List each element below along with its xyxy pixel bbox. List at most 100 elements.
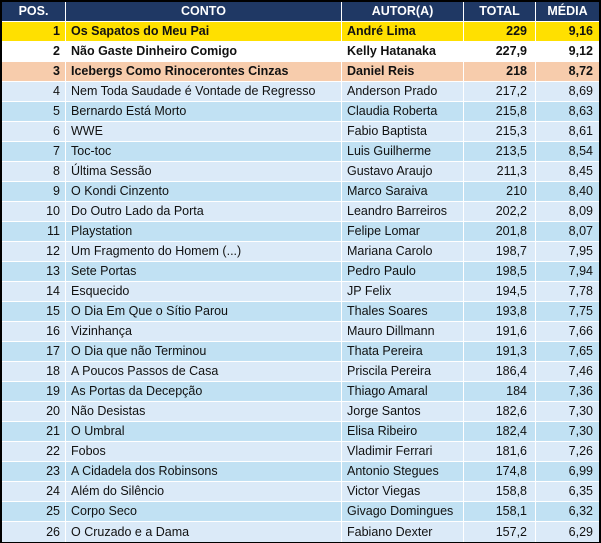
cell-autor: Kelly Hatanaka <box>342 42 464 62</box>
cell-conto: O Kondi Cinzento <box>66 182 342 202</box>
cell-media: 8,69 <box>536 82 599 102</box>
cell-autor: Daniel Reis <box>342 62 464 82</box>
cell-pos: 7 <box>2 142 66 162</box>
cell-total: 181,6 <box>464 442 536 462</box>
cell-media: 8,45 <box>536 162 599 182</box>
cell-media: 8,63 <box>536 102 599 122</box>
cell-total: 211,3 <box>464 162 536 182</box>
cell-conto: Não Gaste Dinheiro Comigo <box>66 42 342 62</box>
cell-media: 8,54 <box>536 142 599 162</box>
column-header-conto: CONTO <box>66 2 342 22</box>
cell-pos: 15 <box>2 302 66 322</box>
cell-total: 174,8 <box>464 462 536 482</box>
cell-pos: 18 <box>2 362 66 382</box>
table-row: 11 Playstation Felipe Lomar 201,8 8,07 <box>2 222 599 242</box>
cell-total: 215,8 <box>464 102 536 122</box>
cell-total: 217,2 <box>464 82 536 102</box>
cell-pos: 22 <box>2 442 66 462</box>
cell-conto: Esquecido <box>66 282 342 302</box>
table-row: 22 Fobos Vladimir Ferrari 181,6 7,26 <box>2 442 599 462</box>
cell-pos: 11 <box>2 222 66 242</box>
cell-media: 9,16 <box>536 22 599 42</box>
cell-conto: Os Sapatos do Meu Pai <box>66 22 342 42</box>
cell-total: 191,6 <box>464 322 536 342</box>
cell-conto: As Portas da Decepção <box>66 382 342 402</box>
cell-media: 7,36 <box>536 382 599 402</box>
cell-total: 158,1 <box>464 502 536 522</box>
cell-autor: André Lima <box>342 22 464 42</box>
cell-conto: O Cruzado e a Dama <box>66 522 342 542</box>
cell-total: 193,8 <box>464 302 536 322</box>
cell-conto: Do Outro Lado da Porta <box>66 202 342 222</box>
cell-autor: Mauro Dillmann <box>342 322 464 342</box>
table-row: 7 Toc-toc Luis Guilherme 213,5 8,54 <box>2 142 599 162</box>
cell-autor: Antonio Stegues <box>342 462 464 482</box>
column-header-total: TOTAL <box>464 2 536 22</box>
cell-total: 227,9 <box>464 42 536 62</box>
column-header-pos: POS. <box>2 2 66 22</box>
cell-conto: O Umbral <box>66 422 342 442</box>
cell-media: 6,35 <box>536 482 599 502</box>
cell-pos: 13 <box>2 262 66 282</box>
cell-conto: Nem Toda Saudade é Vontade de Regresso <box>66 82 342 102</box>
cell-media: 7,65 <box>536 342 599 362</box>
cell-media: 8,07 <box>536 222 599 242</box>
cell-autor: Vladimir Ferrari <box>342 442 464 462</box>
cell-autor: Thales Soares <box>342 302 464 322</box>
table-row: 16 Vizinhança Mauro Dillmann 191,6 7,66 <box>2 322 599 342</box>
table-row: 6 WWE Fabio Baptista 215,3 8,61 <box>2 122 599 142</box>
cell-autor: Thata Pereira <box>342 342 464 362</box>
cell-media: 7,30 <box>536 422 599 442</box>
cell-media: 7,66 <box>536 322 599 342</box>
cell-autor: Gustavo Araujo <box>342 162 464 182</box>
cell-media: 7,30 <box>536 402 599 422</box>
cell-autor: Marco Saraiva <box>342 182 464 202</box>
cell-total: 215,3 <box>464 122 536 142</box>
cell-pos: 26 <box>2 522 66 542</box>
table-row: 1 Os Sapatos do Meu Pai André Lima 229 9,16 <box>2 22 599 42</box>
cell-media: 7,78 <box>536 282 599 302</box>
cell-autor: Pedro Paulo <box>342 262 464 282</box>
cell-total: 198,7 <box>464 242 536 262</box>
cell-total: 191,3 <box>464 342 536 362</box>
cell-total: 194,5 <box>464 282 536 302</box>
cell-conto: Não Desistas <box>66 402 342 422</box>
cell-autor: Jorge Santos <box>342 402 464 422</box>
cell-pos: 10 <box>2 202 66 222</box>
cell-pos: 5 <box>2 102 66 122</box>
cell-media: 8,72 <box>536 62 599 82</box>
table-row: 17 O Dia que não Terminou Thata Pereira 191… <box>2 342 599 362</box>
cell-pos: 12 <box>2 242 66 262</box>
cell-autor: Claudia Roberta <box>342 102 464 122</box>
table-row: 23 A Cidadela dos Robinsons Antonio Stegue… <box>2 462 599 482</box>
cell-total: 186,4 <box>464 362 536 382</box>
cell-media: 7,94 <box>536 262 599 282</box>
cell-media: 8,09 <box>536 202 599 222</box>
cell-autor: Priscila Pereira <box>342 362 464 382</box>
cell-total: 229 <box>464 22 536 42</box>
cell-total: 210 <box>464 182 536 202</box>
cell-autor: JP Felix <box>342 282 464 302</box>
cell-autor: Givago Domingues <box>342 502 464 522</box>
cell-media: 8,40 <box>536 182 599 202</box>
cell-autor: Victor Viegas <box>342 482 464 502</box>
cell-pos: 24 <box>2 482 66 502</box>
cell-pos: 8 <box>2 162 66 182</box>
cell-media: 6,99 <box>536 462 599 482</box>
cell-pos: 14 <box>2 282 66 302</box>
table-header: POS. CONTO AUTOR(A) TOTAL MÉDIA <box>2 2 599 22</box>
cell-media: 7,75 <box>536 302 599 322</box>
table-row: 3 Icebergs Como Rinocerontes Cinzas Daniel… <box>2 62 599 82</box>
cell-pos: 16 <box>2 322 66 342</box>
column-header-media: MÉDIA <box>536 2 599 22</box>
cell-pos: 3 <box>2 62 66 82</box>
table-body: 1 Os Sapatos do Meu Pai André Lima 229 9,16 2… <box>2 22 599 542</box>
column-header-autor: AUTOR(A) <box>342 2 464 22</box>
cell-pos: 17 <box>2 342 66 362</box>
cell-conto: Última Sessão <box>66 162 342 182</box>
cell-total: 201,8 <box>464 222 536 242</box>
cell-media: 7,26 <box>536 442 599 462</box>
cell-conto: O Dia Em Que o Sítio Parou <box>66 302 342 322</box>
table-row: 24 Além do Silêncio Victor Viegas 158,8 6,35 <box>2 482 599 502</box>
